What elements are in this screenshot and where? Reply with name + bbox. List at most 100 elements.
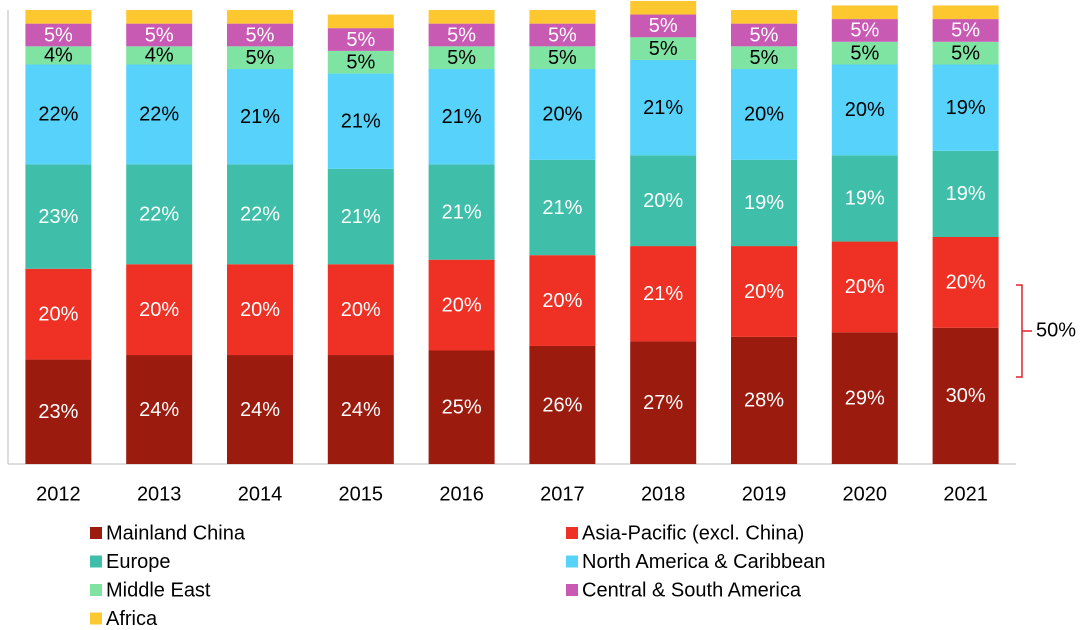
data-label: 5% [649, 38, 678, 60]
data-label: 21% [542, 197, 582, 219]
bar-segment [126, 164, 193, 265]
bar-segment [227, 23, 293, 47]
data-label: 20% [38, 303, 78, 325]
x-tick-label: 2013 [137, 483, 182, 505]
bar-segment [327, 14, 394, 29]
bar-segment [529, 255, 596, 346]
x-tick-label: 2015 [339, 483, 384, 505]
data-label: 22% [139, 104, 179, 126]
bar-segment [529, 159, 596, 256]
legend-swatch [90, 527, 102, 539]
data-label: 27% [643, 392, 683, 414]
bar-segment [731, 46, 797, 70]
bar-segment [25, 164, 92, 269]
bar-segment [25, 64, 92, 165]
data-label: 5% [548, 24, 577, 46]
bar-segment [227, 355, 293, 464]
legend-swatch [566, 584, 578, 596]
bar-segment [126, 355, 193, 464]
legend-swatch [90, 612, 102, 625]
data-label: 21% [442, 106, 482, 128]
bar-segment [529, 10, 596, 24]
bar-segment [630, 246, 697, 342]
bar-segment [428, 350, 495, 464]
bar-segment [227, 164, 293, 265]
bar-segment [428, 10, 495, 24]
data-label: 24% [341, 399, 381, 421]
bar-segment [630, 341, 697, 464]
x-tick-label: 2021 [943, 483, 988, 505]
data-label: 5% [44, 24, 73, 46]
bar-segment [327, 264, 394, 356]
data-label: 20% [845, 276, 885, 298]
bar-segment [126, 64, 193, 165]
bar-segment [428, 69, 495, 165]
data-label: 5% [447, 47, 476, 69]
data-label: 23% [38, 401, 78, 423]
annotation: 50% [1036, 319, 1076, 341]
data-label: 21% [643, 283, 683, 305]
data-label: 5% [145, 24, 174, 46]
bar-segment [831, 332, 898, 464]
bar-segment [831, 155, 898, 242]
bar-segment [428, 23, 495, 47]
bar-segment [731, 69, 797, 160]
data-label: 20% [341, 299, 381, 321]
bar-segment [630, 14, 697, 38]
bracket [1016, 284, 1032, 378]
bar-segment [932, 237, 999, 328]
x-tick-label: 2014 [238, 483, 283, 505]
x-tick-label: 2016 [439, 483, 484, 505]
bar-segment [428, 164, 495, 260]
data-label: 30% [946, 385, 986, 407]
data-label: 21% [341, 111, 381, 133]
data-label: 5% [649, 15, 678, 37]
bar-segment [630, 37, 697, 60]
bar-segment [327, 50, 394, 74]
data-label: 28% [744, 390, 784, 412]
bar-segment [630, 155, 697, 247]
x-tick-label: 2019 [742, 483, 787, 505]
data-label: 21% [442, 201, 482, 223]
data-label: 5% [750, 24, 779, 46]
data-label: 22% [38, 104, 78, 126]
data-label: 19% [845, 188, 885, 210]
bar-segment [126, 10, 193, 24]
bar-segment [126, 264, 193, 356]
bar-segment [932, 150, 999, 237]
bar-segment [126, 23, 193, 47]
data-label: 5% [447, 24, 476, 46]
data-label: 25% [442, 397, 482, 419]
bar-segment [932, 41, 999, 65]
legend-swatch [566, 527, 578, 539]
legend-label: Middle East [106, 579, 211, 601]
bar-segment [227, 264, 293, 356]
bar-segment [831, 5, 898, 20]
bar-segment [529, 46, 596, 70]
legend-label: Asia-Pacific (excl. China) [582, 522, 804, 544]
bar-segment [25, 359, 92, 464]
data-label: 19% [946, 183, 986, 205]
bar-segment [227, 69, 293, 165]
bar-segment [227, 10, 293, 24]
bar-segment [731, 159, 797, 247]
bar-segment [327, 28, 394, 51]
bar-segment [327, 73, 394, 169]
data-label: 24% [139, 399, 179, 421]
data-label: 23% [38, 206, 78, 228]
bar-segment [932, 5, 999, 20]
data-label: 5% [850, 20, 879, 42]
data-label: 19% [744, 192, 784, 214]
bar-segment [932, 19, 999, 42]
legend-swatch [90, 555, 102, 568]
bar-segment [529, 23, 596, 47]
bar-segment [731, 336, 797, 464]
data-label: 22% [240, 204, 280, 226]
legend-swatch [566, 555, 578, 568]
bar-segment [831, 41, 898, 65]
data-label: 5% [346, 29, 375, 51]
bar-segment [428, 259, 495, 351]
data-label: 20% [542, 104, 582, 126]
bar-segment [731, 246, 797, 337]
